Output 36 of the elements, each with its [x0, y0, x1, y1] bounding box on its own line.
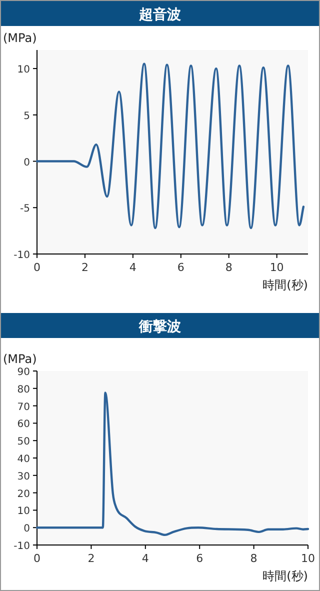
- y-tick-label: 80: [17, 384, 30, 396]
- y-axis-title: (MPa): [3, 352, 37, 366]
- x-tick-label: 8: [225, 261, 232, 274]
- x-tick-label: 4: [142, 552, 149, 565]
- x-tick-label: 10: [270, 261, 284, 274]
- y-tick-label: 10: [17, 64, 30, 76]
- x-tick-label: 4: [129, 261, 136, 274]
- y-tick-label: -10: [14, 541, 30, 552]
- line-series: [36, 392, 310, 536]
- x-axis-title: 時間(秒): [262, 569, 308, 583]
- x-axis-title: 時間(秒): [262, 278, 308, 292]
- chart-title: 衝撃波: [138, 319, 181, 335]
- x-tick-label: 0: [34, 261, 40, 274]
- x-tick-label: 6: [177, 261, 184, 274]
- y-tick-label: 0: [24, 157, 30, 168]
- y-tick-label: 40: [17, 454, 30, 465]
- x-tick-label: 8: [250, 552, 258, 565]
- y-tick-label: 50: [17, 436, 30, 448]
- y-tick-label: 10: [17, 506, 30, 518]
- x-tick-label: 6: [196, 552, 204, 565]
- y-tick-label: 60: [17, 419, 30, 430]
- x-tick-label: 2: [81, 261, 88, 274]
- y-tick-label: 5: [24, 110, 30, 122]
- y-tick-label: 70: [17, 402, 30, 413]
- y-tick-label: 20: [17, 488, 30, 500]
- x-tick-label: 0: [34, 552, 40, 565]
- x-tick-label: 10: [301, 552, 315, 565]
- y-axis-title: (MPa): [3, 31, 37, 45]
- line-series: [36, 62, 305, 230]
- y-tick-label: 0: [24, 524, 30, 535]
- y-tick-label: -5: [20, 204, 30, 215]
- x-tick-label: 2: [88, 552, 95, 565]
- y-tick-label: 30: [17, 471, 30, 482]
- y-tick-label: 90: [17, 367, 30, 378]
- y-tick-label: -10: [14, 250, 30, 261]
- chart-title: 超音波: [138, 6, 181, 23]
